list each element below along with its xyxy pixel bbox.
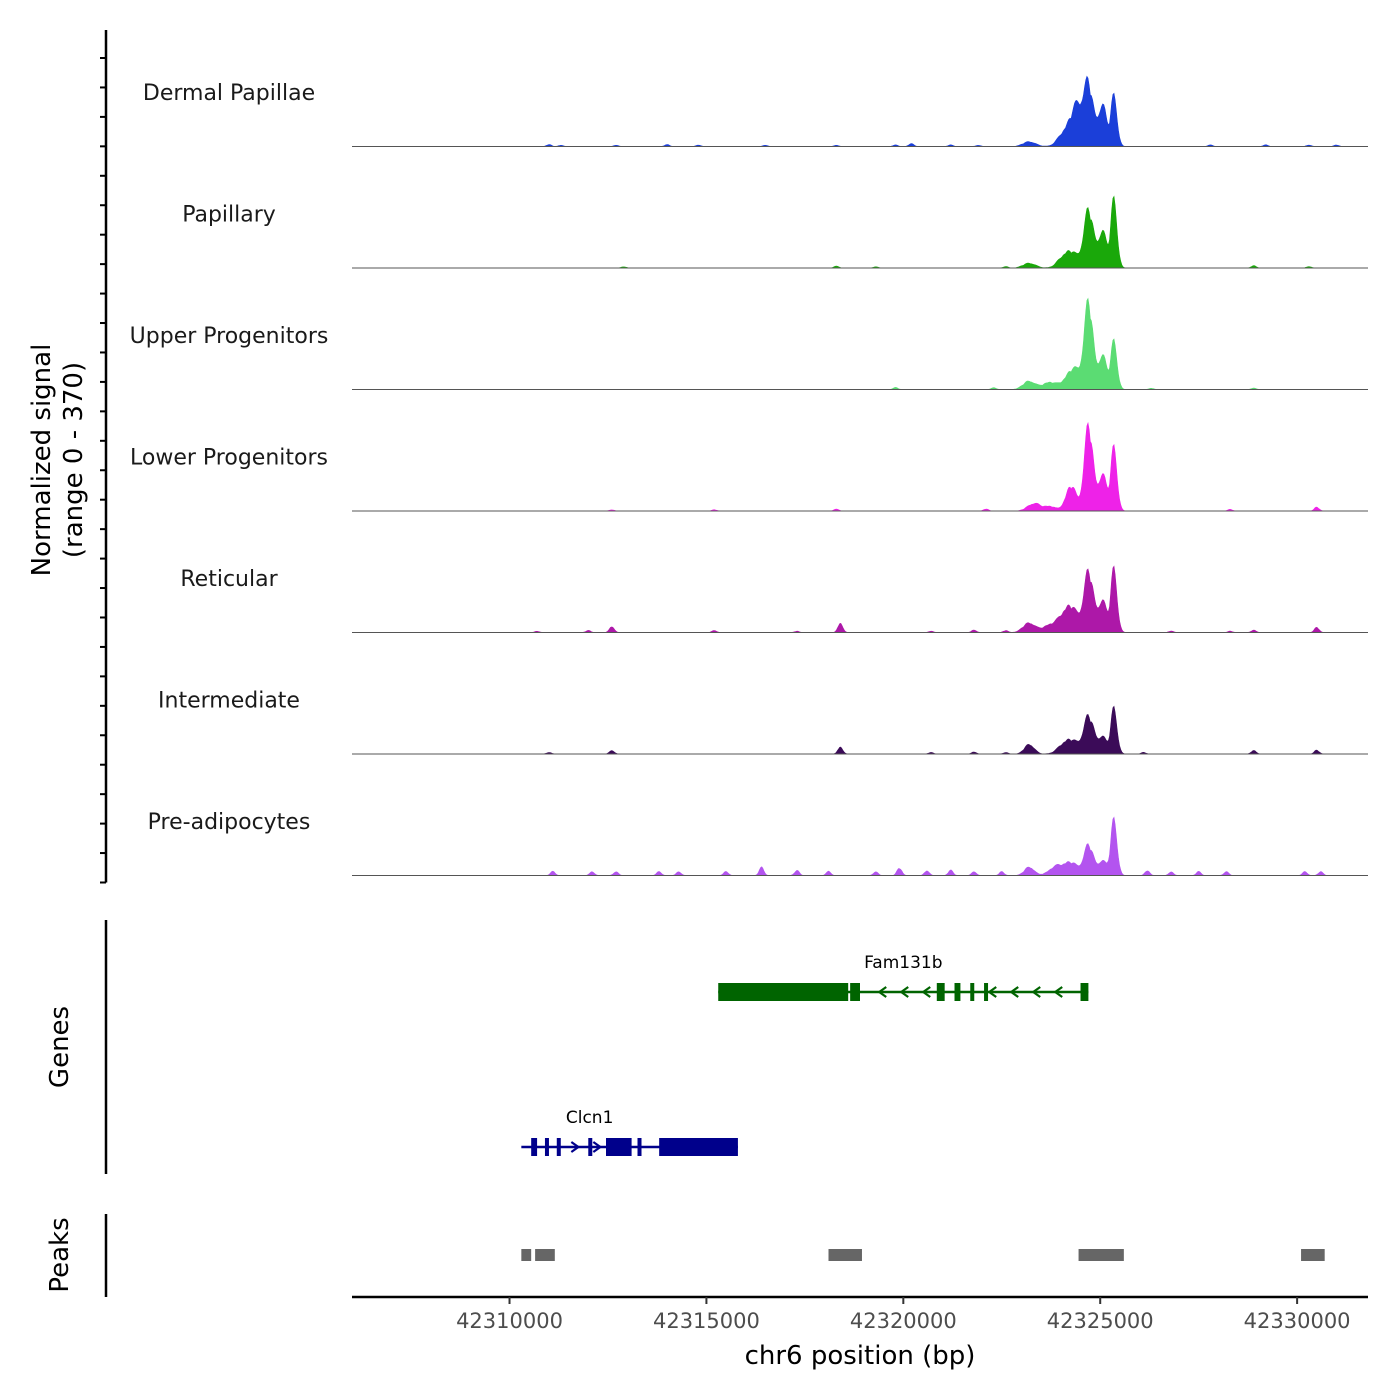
- peak-region: [1078, 1249, 1124, 1261]
- peaks-axis-title: Peaks: [45, 1217, 75, 1292]
- genes-axis-title: Genes: [45, 1006, 75, 1088]
- gene-fam131b: Fam131b: [718, 953, 1089, 1001]
- gene-exon: [588, 1138, 593, 1156]
- signal-track: Reticular: [180, 565, 1368, 633]
- signal-track: Lower Progenitors: [130, 421, 1368, 512]
- x-tick-label: 42315000: [653, 1309, 760, 1333]
- strand-arrow: [921, 986, 931, 998]
- gene-exon: [970, 983, 975, 1001]
- signal-area: [352, 75, 1368, 147]
- signal-track: Upper Progenitors: [130, 297, 1368, 390]
- track-label: Reticular: [180, 567, 278, 592]
- peak-region: [1301, 1249, 1325, 1261]
- strand-arrow: [570, 1141, 581, 1153]
- gene-label: Fam131b: [864, 953, 942, 973]
- signal-track: Pre-adipocytes: [148, 810, 1368, 876]
- strand-arrow: [877, 986, 887, 998]
- track-label: Papillary: [182, 203, 276, 228]
- track-label: Lower Progenitors: [130, 446, 328, 471]
- gene-exon: [954, 983, 961, 1001]
- signal-area: [352, 195, 1368, 269]
- gene-label: Clcn1: [566, 1108, 614, 1128]
- gene-exon: [531, 1138, 538, 1156]
- gene-exon: [659, 1138, 738, 1156]
- strand-arrow: [592, 1141, 603, 1153]
- track-label: Dermal Papillae: [143, 81, 315, 106]
- gene-exon: [637, 1138, 642, 1156]
- signal-panel: Dermal Papillae Papillary Upper Progenitor…: [100, 30, 1368, 884]
- signal-area: [352, 565, 1368, 633]
- track-label: Upper Progenitors: [130, 324, 329, 349]
- peak-region: [535, 1249, 555, 1261]
- gene-exon: [556, 1138, 561, 1156]
- genes-panel: Fam131b Clcn1: [104, 920, 1089, 1174]
- x-axis-title: chr6 position (bp): [745, 1341, 976, 1371]
- signal-area: [352, 421, 1368, 512]
- x-tick-label: 42310000: [456, 1309, 563, 1333]
- gene-exon: [1080, 983, 1089, 1001]
- peak-region: [521, 1249, 532, 1261]
- y-axis-title-line1: Normalized signal: [27, 344, 57, 577]
- track-label: Intermediate: [158, 689, 300, 714]
- strand-arrow: [987, 986, 997, 998]
- gene-exon: [936, 983, 945, 1001]
- x-tick-label: 42325000: [1047, 1309, 1154, 1333]
- gene-exon: [984, 983, 989, 1001]
- signal-area: [352, 816, 1368, 876]
- x-axis: 42310000 42315000 42320000 42325000 42330000: [352, 1295, 1368, 1333]
- strand-arrow: [1009, 986, 1019, 998]
- signal-area: [352, 705, 1368, 755]
- peaks-panel: [104, 1214, 1325, 1297]
- gene-exon: [606, 1138, 632, 1156]
- x-tick-label: 42320000: [850, 1309, 957, 1333]
- x-tick-label: 42330000: [1244, 1309, 1351, 1333]
- strand-arrow: [899, 986, 909, 998]
- signal-track: Intermediate: [158, 689, 1368, 755]
- gene-exon: [850, 983, 860, 1001]
- signal-track: Papillary: [182, 195, 1368, 269]
- gene-exon: [718, 983, 849, 1001]
- signal-track: Dermal Papillae: [143, 75, 1368, 147]
- track-label: Pre-adipocytes: [148, 810, 311, 835]
- peak-region: [828, 1249, 862, 1261]
- strand-arrow: [1031, 986, 1041, 998]
- strand-arrow: [1053, 986, 1063, 998]
- y-axis-title-line2: (range 0 - 370): [59, 362, 89, 558]
- gene-exon: [544, 1138, 549, 1156]
- signal-area: [352, 297, 1368, 390]
- gene-clcn1: Clcn1: [521, 1108, 738, 1156]
